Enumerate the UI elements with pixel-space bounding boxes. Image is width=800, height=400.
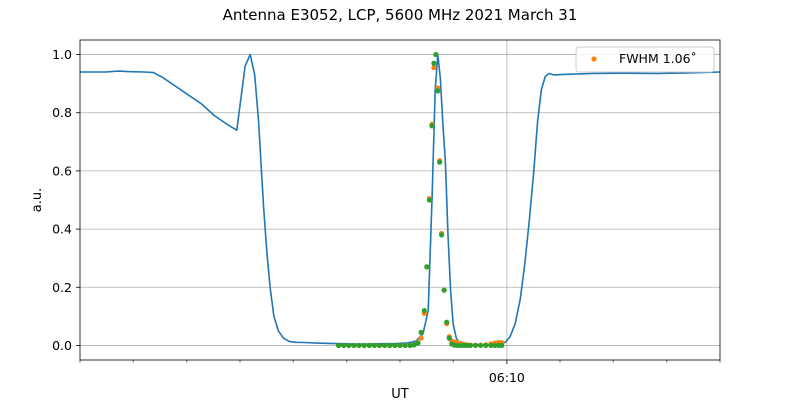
fit-point [439,232,445,238]
fit-point [346,342,352,349]
fit-point [478,342,484,349]
fwhm-point [431,65,437,71]
fit-point [421,307,427,314]
fit-point [429,123,435,129]
legend: FWHM 1.06˚ [575,46,715,73]
fwhm-point [418,335,424,341]
fit-point [392,342,398,349]
legend-label-fwhm: FWHM 1.06˚ [619,51,697,66]
fit-point [483,342,489,349]
y-tick-label: 0.2 [52,280,72,295]
axes: 0.0 0.2 0.4 0.6 0.8 1.0 06:10 [52,47,721,385]
fit-point [426,197,433,203]
fit-point [437,159,443,165]
fit-point [351,342,357,349]
fit-point [441,287,447,293]
fit-point [335,342,342,349]
fit-point [407,342,413,349]
y-axis-label: a.u. [30,188,45,212]
x-tick-label: 06:10 [489,370,525,385]
fit-point [488,342,494,349]
y-tick-label: 0.8 [52,105,72,120]
fit-point [492,342,498,349]
fit-point [418,329,424,335]
fit-point [415,340,421,346]
fit-point [361,342,367,349]
fit-point [472,342,479,349]
fit-point [467,342,473,349]
fit-point [397,342,403,349]
fit-point [444,319,450,325]
x-axis-label: UT [391,387,409,400]
fit-point [371,342,377,349]
fit-point [382,342,388,349]
fit-point [341,342,347,349]
legend-marker-fwhm [591,56,597,62]
fit-point [376,342,383,349]
y-tick-label: 1.0 [52,47,72,62]
fit-point [356,342,362,349]
y-tick-label: 0.4 [52,222,72,237]
fit-point [424,264,430,270]
legend-box [575,46,715,73]
fit-point [366,342,372,349]
y-tick-label: 0.6 [52,163,72,178]
fit-point [435,88,441,94]
fit-point [499,342,505,349]
fit-point [387,342,393,349]
y-tick-label: 0.0 [52,338,72,353]
fit-point [431,60,437,66]
fit-point [402,342,408,349]
series-layer [80,51,721,349]
fit-point [433,51,439,58]
chart-title: Antenna E3052, LCP, 5600 MHz 2021 March … [223,6,578,24]
fit-point [446,335,452,341]
